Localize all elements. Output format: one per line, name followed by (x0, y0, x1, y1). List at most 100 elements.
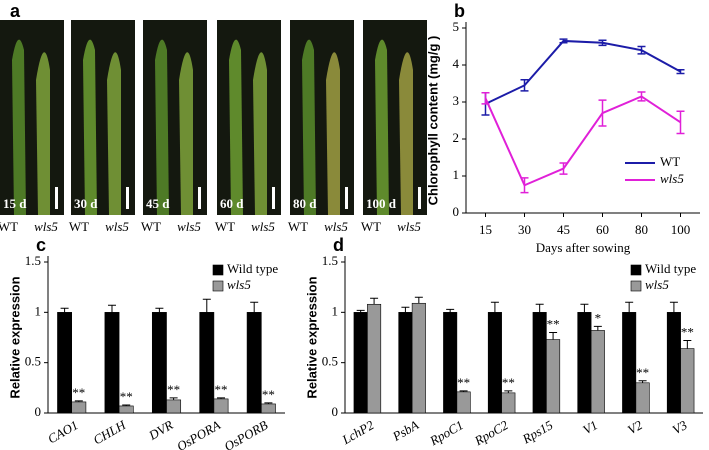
x-tick-label: CHLH (91, 417, 129, 448)
y-tick-label: 1 (453, 167, 460, 182)
leaf (253, 52, 267, 215)
x-tick-label: RpoC1 (426, 417, 466, 449)
significance: ** (547, 316, 560, 331)
x-tick-label: 15 (479, 222, 492, 237)
panel-label: c (36, 235, 46, 255)
day-label: 30 d (74, 196, 98, 211)
photo (71, 20, 135, 215)
leaf (375, 39, 389, 215)
error-bar (370, 297, 379, 305)
y-tick-label: 3 (453, 93, 460, 108)
y-tick-label: 0.5 (322, 354, 338, 369)
error-bar (598, 39, 607, 47)
legend-swatch (630, 280, 642, 292)
genotype-label: WT (215, 219, 235, 234)
y-tick-label: 0.5 (25, 354, 41, 369)
leaf (155, 39, 169, 215)
x-tick-label: V1 (580, 417, 600, 437)
genotype-label: WT (288, 219, 308, 234)
error-bar (598, 99, 607, 127)
day-label: 45 d (146, 196, 170, 211)
bar (246, 312, 262, 414)
x-tick-label: LchP2 (339, 417, 377, 448)
y-tick-label: 1 (332, 303, 339, 318)
x-tick-label: 100 (671, 222, 691, 237)
genotype-label: wls5 (251, 219, 275, 234)
error-bar (520, 177, 529, 194)
error-bar (625, 301, 634, 313)
x-tick-label: CAO1 (45, 417, 81, 446)
bar (213, 398, 229, 414)
scale-bar (55, 187, 58, 209)
error-bar (60, 307, 69, 313)
bar (367, 303, 382, 414)
genotype-label: wls5 (324, 219, 348, 234)
y-tick-label: 0 (453, 204, 460, 219)
error-bar (490, 301, 499, 313)
legend-label: wls5 (660, 171, 684, 186)
legend-label: Wild type (227, 261, 278, 276)
error-bar (535, 303, 544, 313)
error-bar (414, 296, 423, 304)
y-axis-label: Relative expression (304, 276, 319, 398)
leaf (12, 39, 26, 215)
error-bar (504, 390, 513, 393)
significance: ** (636, 365, 649, 380)
series-line (485, 39, 681, 105)
genotype-label: wls5 (34, 219, 58, 234)
significance: ** (457, 375, 470, 390)
error-bar (122, 404, 131, 406)
leaf (302, 39, 316, 215)
significance: ** (72, 385, 85, 400)
bar (635, 382, 650, 414)
x-tick-label: 80 (635, 222, 648, 237)
bar (577, 312, 592, 414)
x-axis-label: Days after sowing (536, 240, 631, 255)
significance: ** (502, 375, 515, 390)
photo (290, 20, 354, 215)
genotype-label: WT (69, 219, 89, 234)
significance: ** (215, 382, 228, 397)
y-tick-label: 1.5 (322, 253, 338, 268)
error-bar (107, 304, 116, 313)
error-bar (217, 397, 226, 399)
bar (546, 339, 561, 414)
bar (398, 312, 413, 414)
y-tick-label: 4 (453, 56, 460, 71)
leaf (83, 39, 97, 215)
day-label: 80 d (293, 196, 317, 211)
bar (166, 399, 182, 414)
scale-bar (418, 187, 421, 209)
y-tick-label: 0 (35, 404, 42, 419)
genotype-label: wls5 (397, 219, 421, 234)
photo (143, 20, 207, 215)
y-tick-label: 5 (453, 19, 460, 34)
y-tick-label: 2 (453, 130, 460, 145)
error-bar (401, 306, 410, 313)
error-bar (676, 69, 685, 75)
bar (104, 312, 120, 414)
legend-swatch (212, 264, 224, 276)
y-axis-label: Relative expression (7, 276, 22, 398)
error-bar (202, 298, 211, 313)
x-tick-label: RpoC2 (471, 417, 511, 449)
genotype-label: wls5 (105, 219, 129, 234)
x-tick-label: 60 (596, 222, 609, 237)
legend-swatch (630, 264, 642, 276)
panel-label: a (10, 1, 21, 21)
leaf (179, 52, 193, 215)
error-bar (169, 397, 178, 400)
day-label: 15 d (3, 196, 27, 211)
bar (411, 302, 426, 414)
genotype-label: WT (0, 219, 18, 234)
bar (487, 312, 502, 414)
error-bar (593, 325, 602, 331)
x-tick-label: PsbA (389, 417, 421, 444)
x-tick-label: V3 (670, 417, 690, 437)
bar (71, 401, 87, 414)
photo (217, 20, 281, 215)
bar (666, 312, 681, 414)
error-bar (676, 110, 685, 135)
error-bar (74, 400, 83, 402)
bar (532, 312, 547, 414)
